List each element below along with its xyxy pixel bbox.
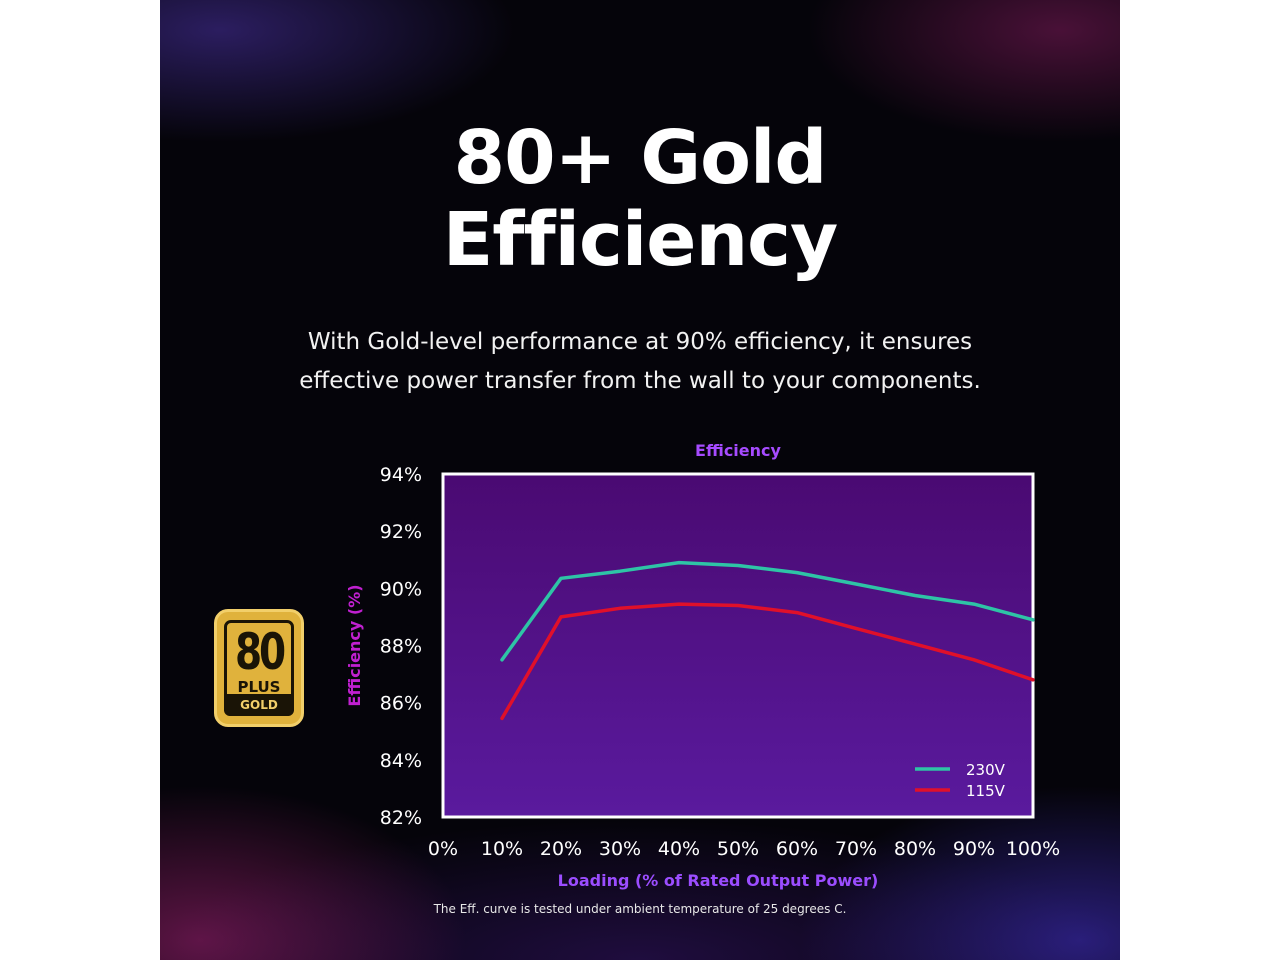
headline-line-1: 80+ Gold	[453, 115, 828, 201]
y-tick-label: 88%	[380, 636, 422, 658]
y-tick-label: 86%	[380, 693, 422, 715]
x-tick-label: 40%	[658, 838, 700, 860]
x-tick-label: 60%	[776, 838, 818, 860]
promo-panel: 80+ Gold Efficiency With Gold-level perf…	[160, 0, 1120, 960]
y-tick-label: 82%	[380, 807, 422, 829]
x-tick-label: 50%	[717, 838, 759, 860]
efficiency-chart: Efficiency Efficiency (%) 82% 84% 86% 88% 90% 9…	[345, 441, 1060, 890]
series-line-230v	[500, 560, 1035, 662]
legend-label-230v: 230V	[966, 761, 1006, 779]
badge-plus-label: PLUS	[237, 678, 281, 696]
y-axis-title: Efficiency (%)	[345, 584, 364, 706]
x-tick-label: 70%	[835, 838, 877, 860]
y-tick-label: 90%	[380, 578, 422, 600]
series-line-115v	[500, 602, 1035, 721]
badge-tier-label: GOLD	[240, 698, 278, 712]
x-axis-title: Loading (% of Rated Output Power)	[558, 871, 879, 890]
badge-tier-bar: GOLD	[224, 694, 294, 716]
y-tick-label: 84%	[380, 750, 422, 772]
badge-number: 80	[234, 623, 286, 681]
legend-label-115v: 115V	[966, 782, 1006, 800]
y-tick-label: 94%	[380, 464, 422, 486]
plot-area	[441, 472, 1035, 819]
x-tick-label: 20%	[540, 838, 582, 860]
headline-line-2: Efficiency	[442, 197, 839, 283]
x-tick-label: 30%	[599, 838, 641, 860]
x-tick-label: 10%	[481, 838, 523, 860]
y-tick-label: 92%	[380, 521, 422, 543]
80-plus-gold-logo: 80 PLUS GOLD	[214, 609, 304, 727]
description-line-1: With Gold-level performance at 90% effic…	[307, 329, 973, 355]
x-tick-label: 90%	[953, 838, 995, 860]
chart-title: Efficiency	[695, 441, 781, 460]
description-line-2: effective power transfer from the wall t…	[299, 368, 981, 394]
footnote: The Eff. curve is tested under ambient t…	[433, 902, 847, 916]
badge-frame: 80 PLUS GOLD	[224, 620, 294, 716]
x-tick-label: 100%	[1006, 838, 1060, 860]
x-tick-label: 0%	[428, 838, 458, 860]
x-tick-label: 80%	[894, 838, 936, 860]
